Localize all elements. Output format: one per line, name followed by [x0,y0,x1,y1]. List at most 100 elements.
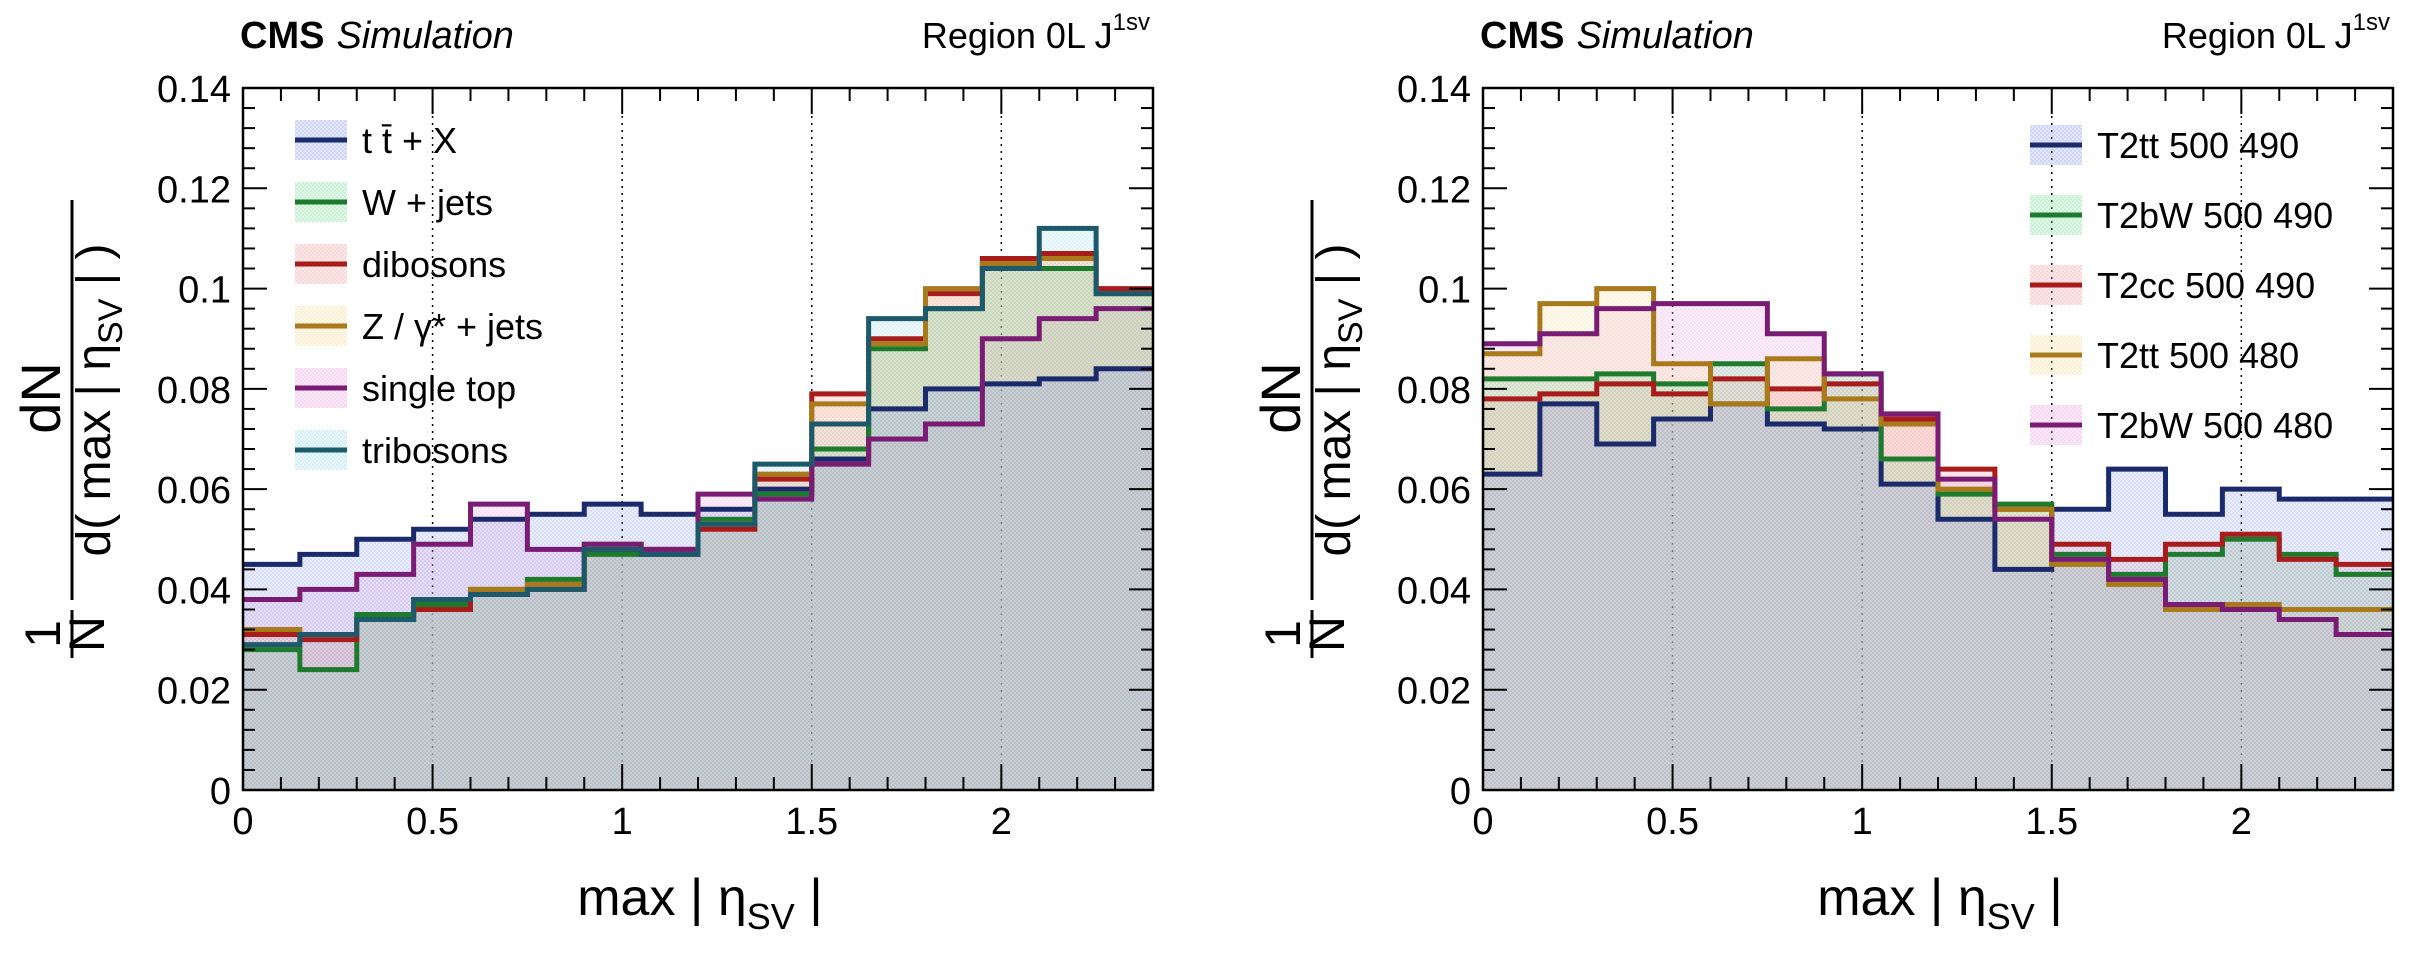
svg-text:N: N [1299,616,1355,652]
x-tick-label: 0 [1472,801,1493,843]
bar-t2tt-500-490-7 [1881,484,1938,790]
experiment-label: CMS Simulation [240,15,514,57]
y-tick-label: 0.04 [1397,570,1471,612]
bar-t-t-x-3 [413,529,471,790]
legend-label: single top [362,368,516,409]
bar-t-t-x-4 [470,519,528,790]
legend: t t̄ + X W + jets dibosons Z / γ* + jets sin… [295,120,543,471]
bar-t-t-x-5 [527,514,585,790]
bar-t2tt-500-490-5 [1767,423,1825,790]
legend-label: Z / γ* + jets [362,306,543,347]
bar-t-t-x-8 [698,509,755,790]
legend-item-t2tt-500-480: T2tt 500 480 [2030,335,2299,376]
legend-item-t-t-x: t t̄ + X [295,120,457,161]
legend-item-t2bw-500-480: T2bW 500 480 [2030,405,2333,446]
series-t-t-x [243,368,1153,790]
x-axis-title: max | ηSV | [1817,869,2063,937]
line-tribosons [243,225,1153,648]
legend-label: tribosons [362,430,508,471]
legend-label: T2cc 500 490 [2097,265,2315,306]
bar-t2tt-500-490-2 [1596,444,1654,790]
legend-label: T2bW 500 490 [2097,195,2333,236]
bar-t-t-x-15 [1096,368,1153,790]
x-tick-label: 2 [2231,801,2252,843]
left-chart-panel: CMS Simulation Region 0L J1sv 0 0.02 0.04 0.… [9,9,1155,937]
y-tick-label: 0.08 [1397,370,1471,412]
y-tick-label: 0 [1450,771,1471,813]
right-chart-panel: CMS Simulation Region 0L J1sv 0 0.02 0.04 0.… [1249,9,2395,937]
y-axis-title: 1 N dN d( max | ηSV | ) [1249,200,1370,658]
legend-label: T2tt 500 490 [2097,125,2299,166]
bar-t-t-x-10 [811,459,869,790]
y-tick-label: 0.1 [1418,270,1471,312]
line-single-top [243,306,1153,602]
y-tick-label: 0.02 [157,671,231,713]
legend-item-t2cc-500-490: T2cc 500 490 [2030,265,2315,306]
svg-text:dN: dN [1249,362,1312,434]
y-tick-label: 0.1 [178,270,231,312]
bar-t2tt-500-490-0 [1483,474,1540,790]
x-axis-title: max | ηSV | [577,869,823,937]
bar-t2tt-500-490-15 [2336,499,2393,790]
legend-item-t2tt-500-490: T2tt 500 490 [2030,125,2299,166]
legend-label: dibosons [362,244,506,285]
bar-t2tt-500-490-9 [1994,569,2052,790]
bar-t2tt-500-490-3 [1653,418,1711,790]
y-tick-label: 0.06 [157,470,231,512]
bar-t-t-x-12 [925,388,983,790]
bar-t-t-x-13 [982,383,1040,790]
svg-text:dN: dN [9,362,72,434]
x-tick-label: 1.5 [785,801,838,843]
svg-text:N: N [59,616,115,652]
legend-label: T2bW 500 480 [2097,405,2333,446]
bar-t2tt-500-490-12 [2165,514,2223,790]
svg-text:1: 1 [15,620,71,648]
svg-text:1: 1 [1255,620,1311,648]
bar-t-t-x-0 [243,564,300,790]
bar-t-t-x-14 [1039,378,1097,790]
bar-t2tt-500-490-4 [1710,403,1768,790]
series-t2tt-500-490 [1483,403,2393,790]
x-tick-label: 0.5 [1646,801,1699,843]
bar-t-t-x-9 [754,489,812,790]
y-tick-label: 0.12 [157,169,231,211]
svg-text:d( max | ηSV | ): d( max | ηSV | ) [68,243,130,556]
region-label: Region 0L J1sv [922,9,1150,56]
experiment-label: CMS Simulation [1480,15,1754,57]
legend-label: t t̄ + X [362,120,457,161]
legend: T2tt 500 490 T2bW 500 490 T2cc 500 490 T2tt… [2030,125,2333,446]
y-tick-label: 0.04 [157,570,231,612]
legend-label: T2tt 500 480 [2097,335,2299,376]
y-tick-label: 0.14 [157,69,231,111]
y-tick-label: 0 [210,771,231,813]
y-tick-label: 0.12 [1397,169,1471,211]
bar-t2tt-500-490-1 [1539,403,1597,790]
legend-item-w-jets: W + jets [295,182,493,223]
bar-t2tt-500-490-6 [1824,428,1882,790]
x-tick-label: 1 [612,801,633,843]
y-tick-label: 0.06 [1397,470,1471,512]
y-tick-label: 0.02 [1397,671,1471,713]
bar-t2tt-500-490-14 [2279,499,2337,790]
bar-t2tt-500-490-8 [1938,519,1995,790]
x-tick-label: 2 [991,801,1012,843]
bar-t-t-x-6 [584,504,642,790]
y-axis-title: 1 N dN d( max | ηSV | ) [9,200,130,658]
line-t2bw-500-480 [1483,301,2393,638]
plot-area: 0 0.02 0.04 0.06 0.08 0.1 0.12 0.14 0 0.5 1 1.5 2 T2t… [1397,69,2395,843]
legend-item-z-jets: Z / γ* + jets [295,306,543,347]
bar-t2tt-500-490-11 [2108,469,2166,790]
bar-t-t-x-7 [641,514,698,790]
x-tick-label: 1 [1852,801,1873,843]
bar-t-t-x-11 [868,408,926,790]
x-tick-label: 0.5 [406,801,459,843]
legend-item-t2bw-500-490: T2bW 500 490 [2030,195,2333,236]
region-label: Region 0L J1sv [2162,9,2390,56]
legend-item-single-top: single top [295,368,516,409]
bar-t2tt-500-490-10 [2051,509,2109,790]
legend-label: W + jets [362,182,493,223]
bar-t-t-x-2 [356,539,414,790]
x-tick-label: 0 [232,801,253,843]
bar-t-t-x-1 [299,554,357,790]
